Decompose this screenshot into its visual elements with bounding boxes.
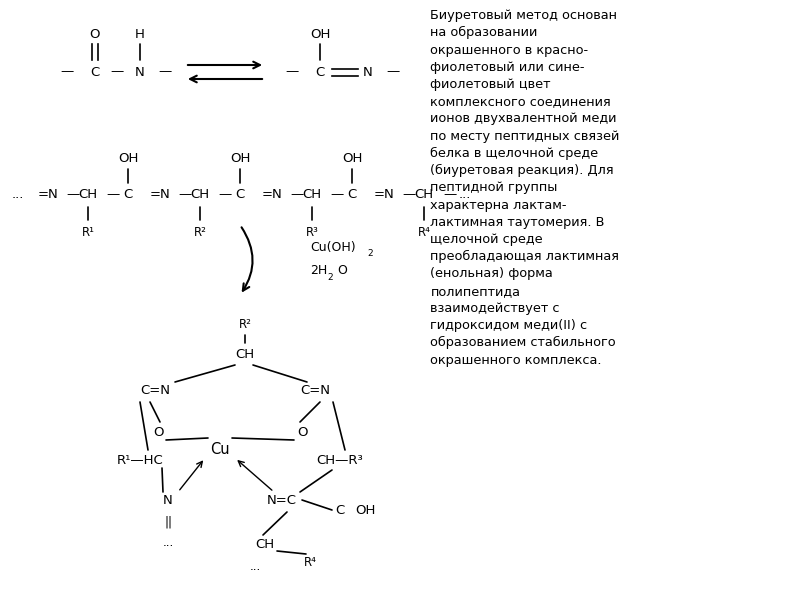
Text: —: — [106, 188, 120, 202]
Text: —: — [110, 65, 124, 79]
Text: R⁴: R⁴ [303, 556, 317, 569]
Text: C: C [335, 503, 345, 517]
Text: O: O [297, 425, 307, 439]
Text: —: — [443, 188, 457, 202]
Text: OH: OH [230, 152, 250, 166]
Text: R³: R³ [306, 226, 318, 239]
Text: R¹—HC: R¹—HC [117, 454, 163, 467]
Text: OH: OH [118, 152, 138, 166]
Text: N: N [135, 65, 145, 79]
Text: CH: CH [414, 188, 434, 202]
Text: =N: =N [38, 188, 58, 202]
Text: R¹: R¹ [82, 226, 94, 239]
Text: —: — [290, 188, 304, 202]
Text: 2H: 2H [310, 263, 327, 277]
Text: H: H [135, 28, 145, 40]
Text: R⁴: R⁴ [418, 226, 430, 239]
Text: —: — [286, 65, 298, 79]
Text: O: O [337, 263, 347, 277]
Text: =N: =N [150, 188, 170, 202]
Text: OH: OH [355, 503, 375, 517]
Text: ...: ... [162, 535, 174, 548]
Text: CH: CH [255, 539, 274, 551]
Text: ...: ... [12, 188, 24, 202]
Text: —: — [66, 188, 80, 202]
Text: O: O [90, 28, 100, 40]
Text: =N: =N [374, 188, 394, 202]
Text: CH: CH [78, 188, 98, 202]
Text: —: — [330, 188, 344, 202]
Text: OH: OH [342, 152, 362, 166]
Text: O: O [153, 425, 163, 439]
Text: —: — [218, 188, 232, 202]
Text: N: N [163, 493, 173, 506]
Text: OH: OH [310, 28, 330, 40]
Text: =N: =N [262, 188, 282, 202]
Text: ||: || [164, 515, 172, 529]
Text: C: C [123, 188, 133, 202]
Text: Cu(OH): Cu(OH) [310, 241, 356, 253]
Text: R²: R² [238, 319, 251, 331]
Text: CH: CH [235, 349, 254, 361]
Text: —: — [178, 188, 192, 202]
Text: 2: 2 [367, 250, 373, 259]
Text: —: — [60, 65, 74, 79]
Text: Биуретовый метод основан
на образовании
окрашенного в красно-
фиолетовый или син: Биуретовый метод основан на образовании … [430, 9, 620, 367]
Text: N: N [363, 65, 373, 79]
Text: —: — [158, 65, 172, 79]
Text: C: C [235, 188, 245, 202]
Text: C: C [315, 65, 325, 79]
Text: CH: CH [302, 188, 322, 202]
Text: CH: CH [190, 188, 210, 202]
Text: C=N: C=N [140, 383, 170, 397]
Text: C=N: C=N [300, 383, 330, 397]
Text: ...: ... [459, 188, 471, 202]
Text: CH—R³: CH—R³ [317, 454, 363, 467]
Text: R²: R² [194, 226, 206, 239]
Text: N=C: N=C [267, 493, 297, 506]
Text: C: C [347, 188, 357, 202]
Text: —: — [402, 188, 416, 202]
Text: Cu: Cu [210, 443, 230, 457]
Text: —: — [386, 65, 400, 79]
Text: 2: 2 [327, 272, 333, 281]
Text: C: C [90, 65, 100, 79]
Text: ...: ... [250, 560, 261, 574]
